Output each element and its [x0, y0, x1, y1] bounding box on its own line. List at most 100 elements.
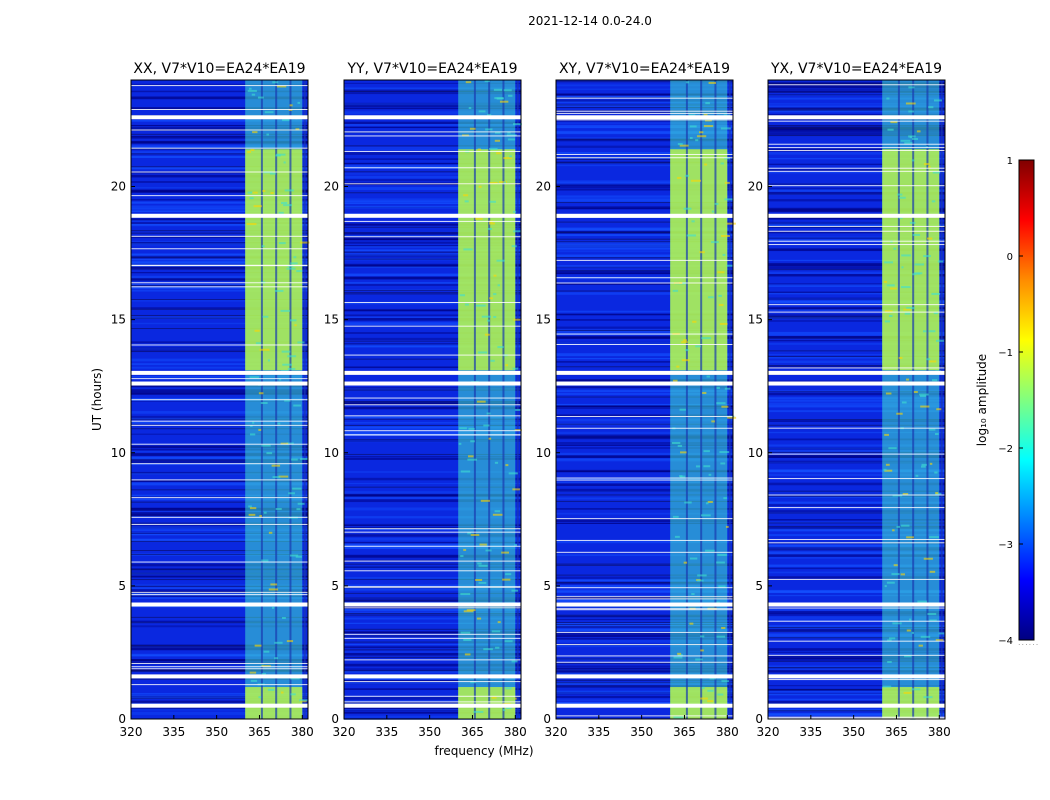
- dark-stripe: [131, 501, 308, 503]
- noise-stripe: [768, 190, 945, 192]
- thin-gap: [768, 311, 945, 313]
- noise-stripe: [768, 298, 945, 300]
- noise-stripe: [556, 436, 733, 440]
- band-speckle: [503, 89, 512, 92]
- noise-stripe: [556, 522, 733, 525]
- noise-stripe: [556, 672, 733, 676]
- dark-stripe: [556, 564, 733, 566]
- dark-stripe: [131, 268, 308, 270]
- band-speckle: [723, 497, 727, 500]
- noise-stripe: [344, 234, 521, 237]
- band-speckle: [671, 441, 681, 444]
- dark-stripe: [556, 366, 733, 368]
- band-speckle: [707, 296, 714, 299]
- band-speckle: [484, 333, 490, 336]
- band-speckle: [720, 234, 730, 237]
- thin-gap: [344, 545, 521, 547]
- noise-stripe: [131, 648, 308, 651]
- thin-gap: [556, 661, 733, 663]
- band-speckle: [262, 315, 269, 318]
- band-speckle: [935, 433, 939, 436]
- dark-stripe: [344, 439, 521, 441]
- band-speckle: [886, 284, 895, 287]
- band-speckle: [711, 210, 715, 213]
- data-gap: [131, 381, 308, 386]
- band-speckle: [681, 341, 688, 344]
- thin-gap: [344, 135, 521, 137]
- noise-stripe: [768, 259, 945, 261]
- dark-stripe: [768, 637, 945, 639]
- noise-stripe: [344, 508, 521, 511]
- band-speckle: [716, 561, 725, 564]
- dark-stripe: [768, 451, 945, 453]
- noise-stripe: [131, 508, 308, 511]
- noise-stripe: [344, 165, 521, 168]
- band-speckle: [699, 635, 705, 638]
- thin-gap: [768, 578, 945, 580]
- noise-stripe: [131, 140, 308, 144]
- noise-stripe: [768, 571, 945, 574]
- thin-gap: [131, 147, 308, 149]
- y-tick-label: 0: [755, 712, 763, 726]
- noise-stripe: [556, 389, 733, 392]
- dark-stripe: [344, 425, 521, 427]
- noise-stripe: [556, 667, 733, 670]
- band-speckle: [892, 622, 902, 625]
- dark-stripe: [344, 289, 521, 291]
- column-separator: [516, 80, 519, 719]
- noise-stripe: [768, 110, 945, 113]
- noise-stripe: [768, 152, 945, 155]
- band-speckle: [514, 697, 517, 700]
- dark-stripe: [344, 453, 521, 455]
- band-speckle: [912, 233, 921, 236]
- band-speckle: [512, 488, 520, 491]
- band-speckle: [288, 492, 295, 495]
- noise-stripe: [131, 422, 308, 426]
- thin-gap: [556, 655, 733, 657]
- dark-stripe: [768, 525, 945, 527]
- band-speckle: [929, 619, 937, 622]
- thin-gap: [344, 659, 521, 661]
- band-speckle: [703, 450, 710, 453]
- band-speckle: [293, 404, 302, 407]
- data-gap: [556, 703, 733, 708]
- band-speckle: [477, 148, 481, 151]
- noise-stripe: [344, 584, 521, 587]
- noise-stripe: [344, 124, 521, 126]
- x-tick-label: 365: [461, 725, 484, 739]
- noise-stripe: [131, 653, 308, 656]
- data-gap: [344, 602, 521, 607]
- data-gaps: [131, 85, 308, 708]
- band-speckle: [507, 131, 511, 134]
- noise-stripe: [131, 659, 308, 662]
- data-gap: [131, 213, 308, 218]
- band-speckle: [478, 185, 482, 188]
- thin-gap: [131, 344, 308, 346]
- dark-stripe: [768, 666, 945, 668]
- thin-gap: [556, 333, 733, 335]
- noise-stripe: [344, 440, 521, 443]
- band-speckle: [908, 86, 915, 89]
- band-speckle: [706, 375, 710, 378]
- band-speckle: [886, 97, 890, 100]
- noise-stripe: [768, 224, 945, 226]
- band-speckle: [494, 131, 501, 134]
- dark-stripe: [768, 193, 945, 195]
- noise-stripe: [556, 599, 733, 603]
- thin-gap: [131, 516, 308, 518]
- noise-stripe: [768, 271, 945, 275]
- noise-stripe: [131, 151, 308, 154]
- band-speckle: [906, 629, 911, 632]
- dark-stripe: [344, 232, 521, 234]
- noise-stripe: [768, 438, 945, 440]
- dark-stripe: [344, 578, 521, 580]
- noise-stripe: [131, 124, 308, 127]
- noise-stripe: [131, 263, 308, 266]
- band-speckle: [473, 710, 484, 713]
- band-speckle: [677, 652, 682, 655]
- band-speckle: [931, 200, 936, 203]
- data-gap: [768, 674, 945, 679]
- band-speckle: [282, 363, 293, 366]
- x-tick-label: 335: [375, 725, 398, 739]
- y-tick-label: 10: [324, 446, 339, 460]
